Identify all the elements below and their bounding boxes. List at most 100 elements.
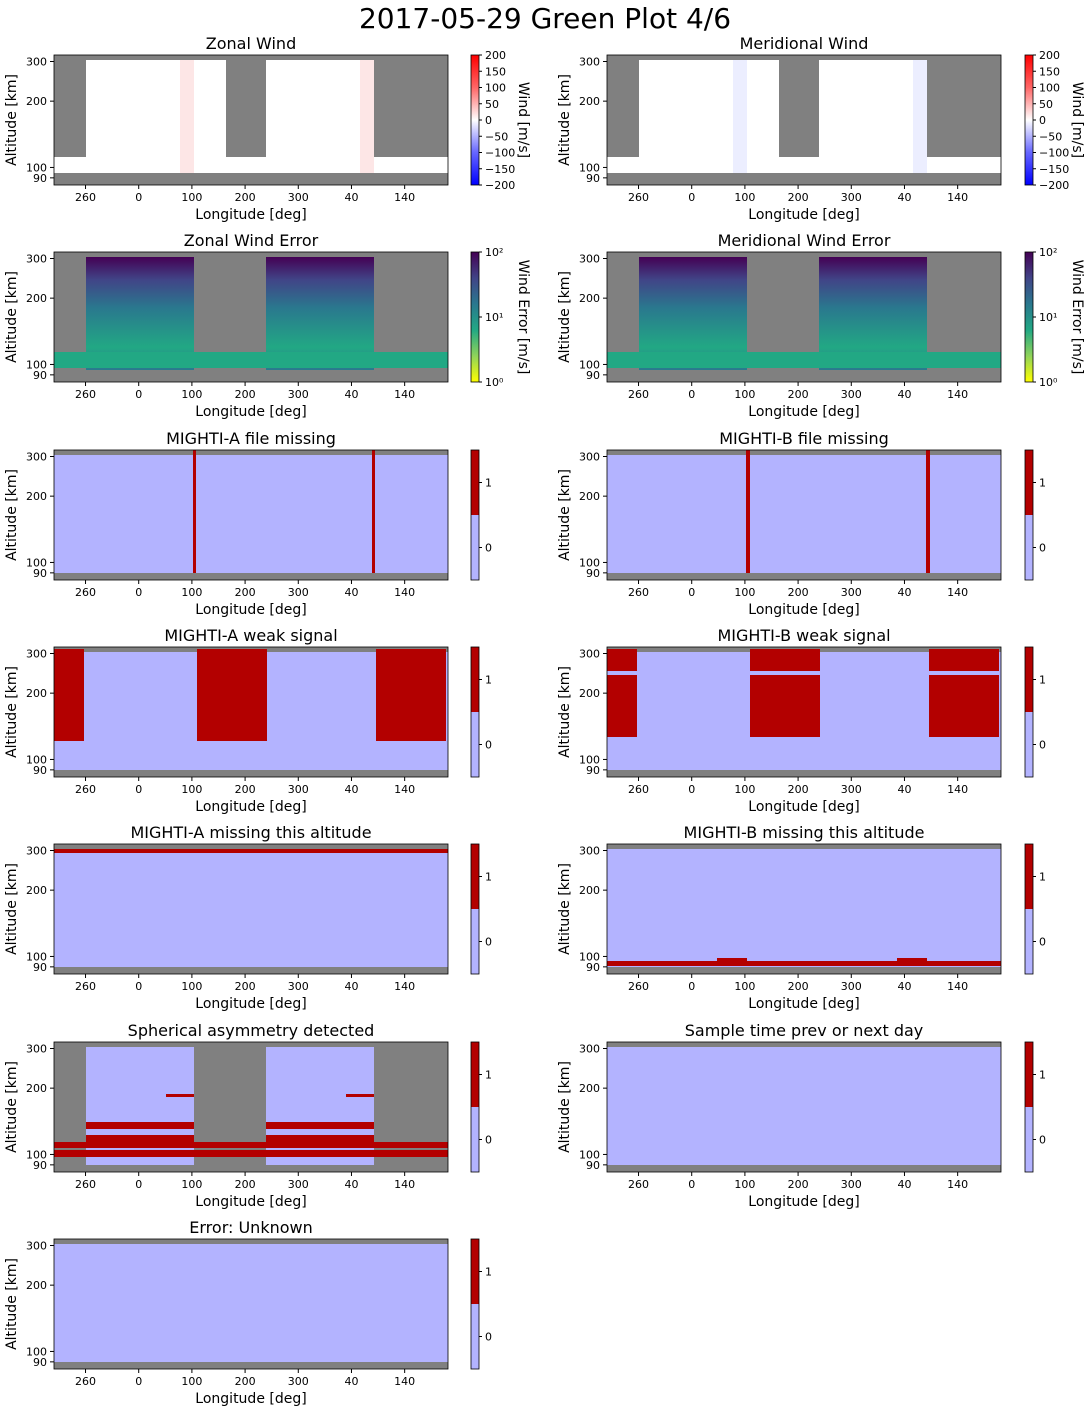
plot-area <box>607 252 1001 382</box>
plot-area <box>54 844 448 974</box>
colorbar-frame <box>1024 646 1034 778</box>
colorbar: 10 <box>470 449 492 581</box>
colorbar-tick-label: 0 <box>485 1134 492 1147</box>
colorbar-tick-label: 1 <box>485 674 492 687</box>
axes-frame <box>606 251 1002 383</box>
colorbar-on-segment <box>1025 844 1033 909</box>
x-axis-label: Longitude [deg] <box>748 404 859 420</box>
colorbar-tick-label: 0 <box>485 542 492 555</box>
flag-on-region <box>746 450 750 573</box>
x-tick-label: 40 <box>897 586 911 599</box>
y-tick-label: 300 <box>579 253 600 266</box>
x-tick-label: 300 <box>288 191 309 204</box>
colorbar-tick-label: 1 <box>485 1069 492 1082</box>
x-tick-label: 100 <box>734 586 755 599</box>
colorbar: 10 <box>470 646 492 778</box>
flag-on-region <box>897 958 927 962</box>
error-region <box>86 257 194 370</box>
y-tick-label: 90 <box>33 961 47 974</box>
colorbar-tick-label: 0 <box>1039 542 1046 555</box>
y-axis-label: Altitude [km] <box>557 469 573 561</box>
x-tick-label: 260 <box>628 388 649 401</box>
y-tick-label: 200 <box>26 292 47 305</box>
y-axis-label: Altitude [km] <box>4 1258 20 1350</box>
colorbar-tick-label: 1 <box>1039 871 1046 884</box>
colorbar-on-segment <box>1025 1042 1033 1107</box>
x-tick-label: 300 <box>841 783 862 796</box>
x-tick-label: 300 <box>841 388 862 401</box>
colorbar: 10 <box>1024 843 1046 975</box>
x-tick-label: 40 <box>897 1178 911 1191</box>
x-tick-label: 100 <box>181 783 202 796</box>
y-tick-label: 200 <box>579 687 600 700</box>
no-data-band <box>607 844 1001 849</box>
x-tick-label: 140 <box>394 1375 415 1388</box>
subplot-title: MIGHTI-B weak signal <box>717 626 890 645</box>
subplot-title: Sample time prev or next day <box>685 1021 924 1040</box>
y-axis-label: Altitude [km] <box>557 666 573 758</box>
y-tick-label: 300 <box>26 56 47 69</box>
colorbar-off-segment <box>471 515 479 580</box>
colorbar-on-segment <box>471 647 479 712</box>
x-tick-label: 0 <box>135 191 142 204</box>
flag-on-region <box>197 649 267 741</box>
x-axis-label: Longitude [deg] <box>195 207 306 223</box>
axes-frame <box>53 843 449 975</box>
y-tick-label: 100 <box>26 950 47 963</box>
y-tick-label: 200 <box>579 490 600 503</box>
x-tick-label: 300 <box>841 980 862 993</box>
x-tick-label: 100 <box>734 388 755 401</box>
x-tick-label: 260 <box>75 191 96 204</box>
colorbar-tick-label: 50 <box>485 98 499 111</box>
x-axis-label: Longitude [deg] <box>748 1194 859 1210</box>
plot-area <box>607 647 1001 777</box>
x-tick-label: 40 <box>897 783 911 796</box>
x-tick-label: 0 <box>688 586 695 599</box>
colorbar-tick-label: 10² <box>1039 246 1057 259</box>
x-tick-label: 200 <box>788 783 809 796</box>
error-region <box>639 257 747 370</box>
axes-frame <box>606 1041 1002 1173</box>
x-tick-label: 200 <box>235 980 256 993</box>
error-region <box>607 352 1001 368</box>
flag-off-region <box>54 450 448 580</box>
subplot-title: Error: Unknown <box>189 1218 312 1237</box>
x-tick-label: 40 <box>344 1178 358 1191</box>
x-axis-label: Longitude [deg] <box>195 602 306 618</box>
flag-off-region <box>607 844 1001 974</box>
y-axis-label: Altitude [km] <box>4 1061 20 1153</box>
y-tick-label: 100 <box>579 753 600 766</box>
x-tick-label: 260 <box>75 1178 96 1191</box>
subplot-title: Meridional Wind Error <box>718 231 891 250</box>
colorbar-gradient <box>1025 55 1033 185</box>
axes-frame <box>53 449 449 581</box>
wind-region <box>913 60 927 173</box>
colorbar-on-segment <box>471 1239 479 1304</box>
y-tick-label: 200 <box>26 1082 47 1095</box>
colorbar-frame <box>470 1041 480 1173</box>
colorbar-tick-label: 100 <box>1039 82 1060 95</box>
y-axis-label: Altitude [km] <box>4 863 20 955</box>
x-tick-label: 100 <box>734 783 755 796</box>
x-tick-label: 100 <box>181 980 202 993</box>
wind-region <box>266 60 374 173</box>
colorbar-tick-label: 0 <box>485 114 492 127</box>
colorbar-tick-label: 10⁰ <box>485 376 504 389</box>
y-tick-label: 90 <box>586 172 600 185</box>
axes-frame <box>53 1041 449 1173</box>
no-data-band <box>54 573 448 580</box>
x-tick-label: 260 <box>628 586 649 599</box>
y-tick-label: 300 <box>579 56 600 69</box>
no-data-band <box>607 450 1001 455</box>
colorbar-tick-label: 1 <box>1039 1069 1046 1082</box>
colorbar-tick-label: −100 <box>485 147 515 160</box>
x-tick-label: 200 <box>235 783 256 796</box>
error-region <box>266 257 374 370</box>
subplot-title: Spherical asymmetry detected <box>128 1021 375 1040</box>
